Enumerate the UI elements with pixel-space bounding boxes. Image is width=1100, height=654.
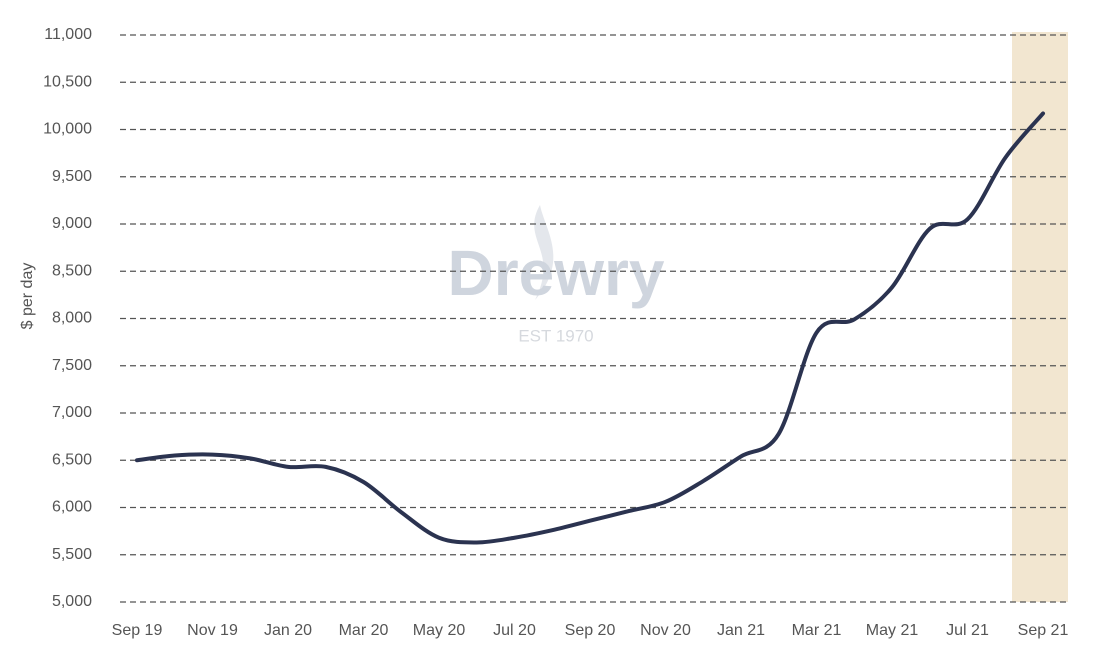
x-tick-label: Mar 20 <box>339 622 389 639</box>
y-tick-label: 8,000 <box>52 310 92 327</box>
x-tick-label: Sep 20 <box>565 622 616 639</box>
x-tick-label: Sep 19 <box>112 622 163 639</box>
y-tick-label: 11,000 <box>44 26 92 43</box>
x-tick-label: Sep 21 <box>1018 622 1069 639</box>
y-tick-label: 10,000 <box>43 121 92 138</box>
y-tick-label: 5,000 <box>52 593 92 610</box>
y-tick-label: 8,500 <box>52 262 92 279</box>
watermark-subtitle: EST 1970 <box>518 326 593 345</box>
y-tick-label: 7,500 <box>52 357 92 374</box>
x-tick-label: Jul 20 <box>493 622 536 639</box>
x-tick-label: Jan 20 <box>264 622 312 639</box>
y-tick-label: 6,500 <box>52 451 92 468</box>
x-tick-label: May 20 <box>413 622 466 639</box>
x-tick-label: Nov 20 <box>640 622 691 639</box>
x-tick-label: Jan 21 <box>717 622 765 639</box>
y-tick-label: 10,500 <box>43 73 92 90</box>
watermark-name: Drewry <box>448 237 665 309</box>
x-tick-label: May 21 <box>866 622 919 639</box>
y-tick-label: 5,500 <box>52 546 92 563</box>
x-tick-label: Jul 21 <box>946 622 989 639</box>
y-tick-label: 9,500 <box>52 168 92 185</box>
y-axis-label: $ per day <box>19 263 36 330</box>
y-tick-label: 9,000 <box>52 215 92 232</box>
y-tick-label: 6,000 <box>52 499 92 516</box>
y-tick-label: 7,000 <box>52 404 92 421</box>
x-tick-label: Nov 19 <box>187 622 238 639</box>
watermark-flame <box>534 205 554 300</box>
line <box>135 111 1045 545</box>
x-tick-label: Mar 21 <box>792 622 842 639</box>
